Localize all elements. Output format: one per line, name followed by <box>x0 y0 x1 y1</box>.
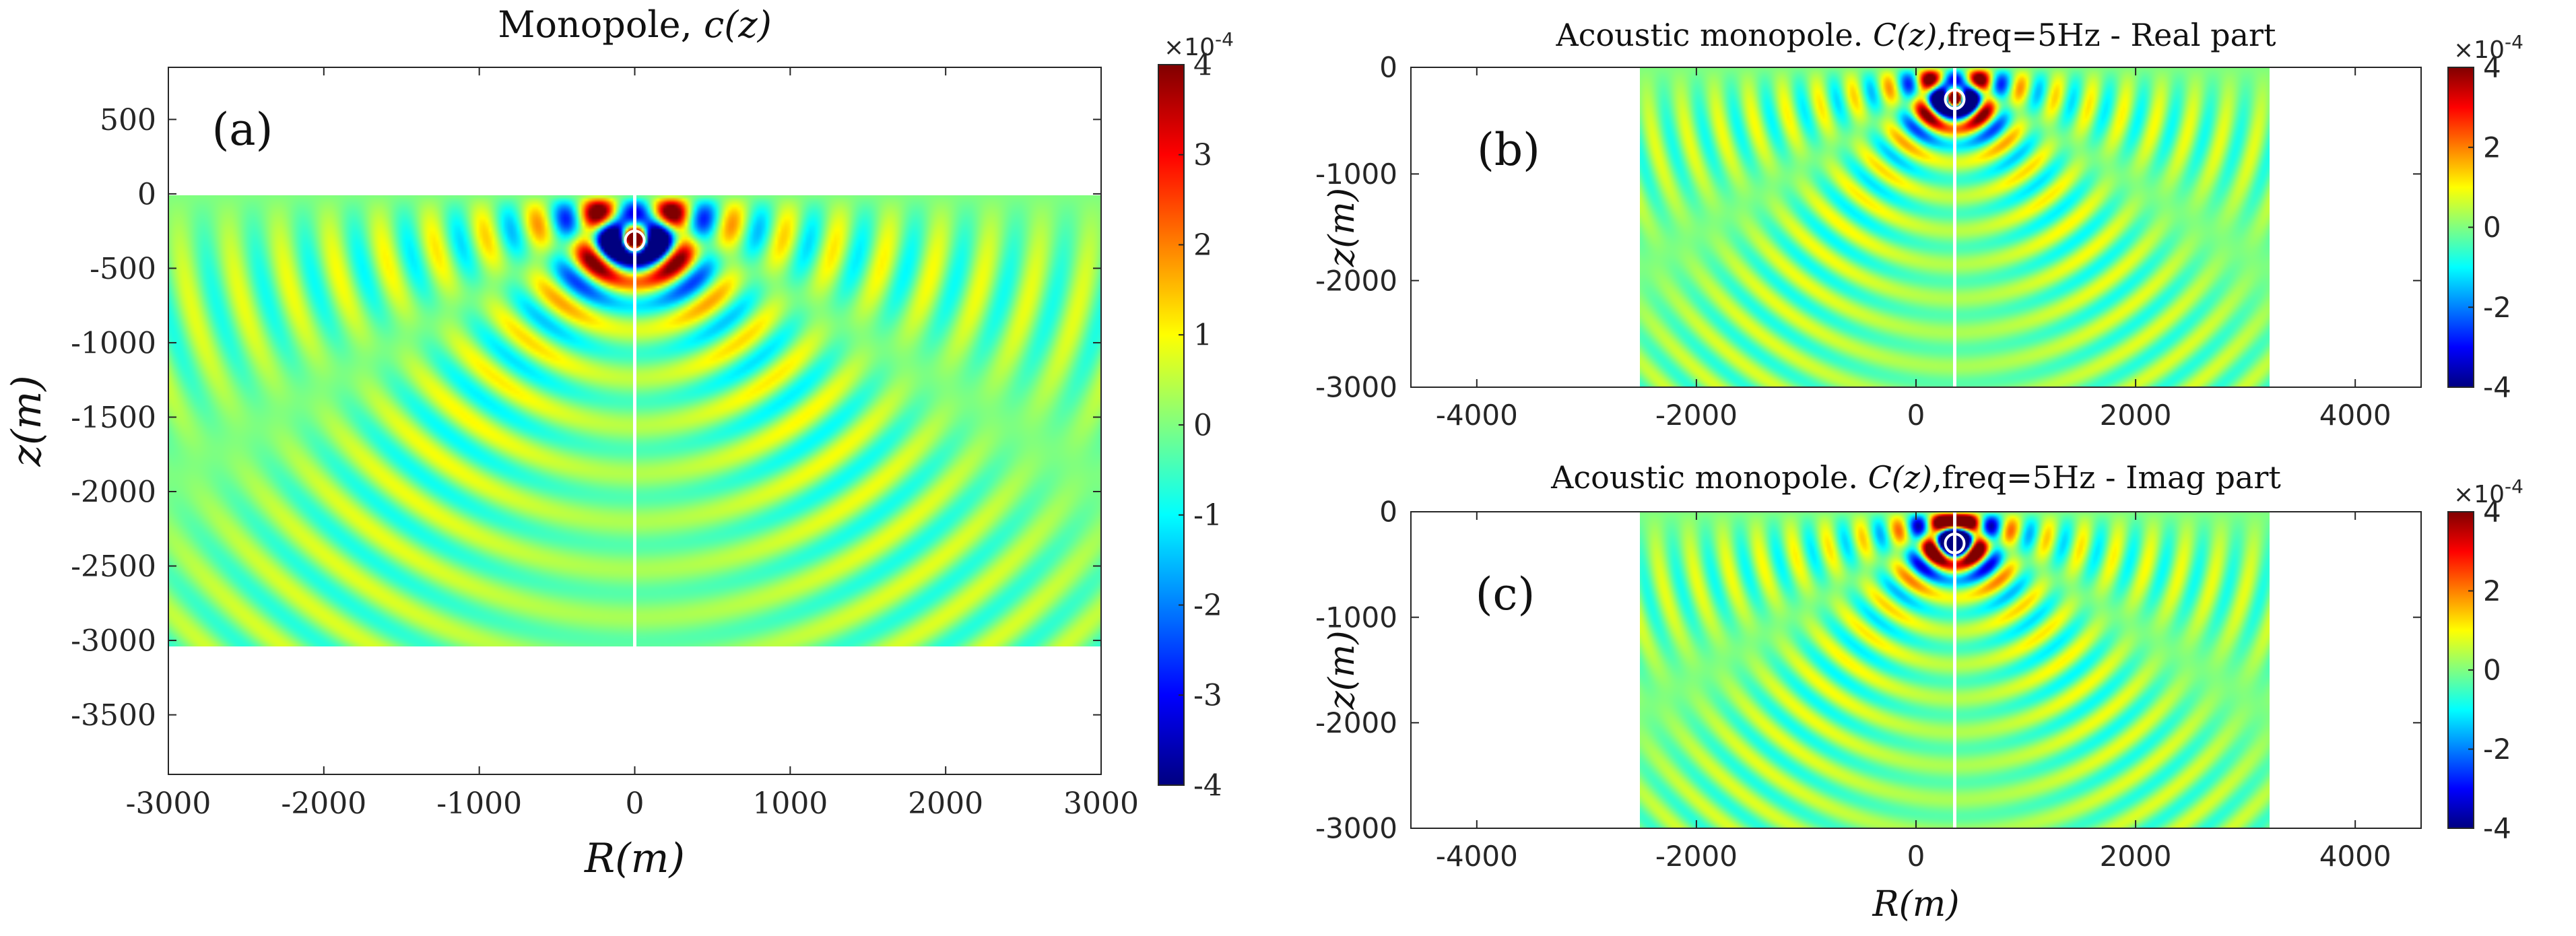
colorbar-exponent-power: -4 <box>2505 31 2523 53</box>
colorbar-tick-label: 0 <box>2483 654 2501 687</box>
title-suffix: ,freq=5Hz - Imag part <box>1932 459 2281 496</box>
x-tick-label: -3000 <box>126 787 211 821</box>
y-tick-label: -1000 <box>1315 158 1397 191</box>
colorbar-tick-label: 0 <box>1193 408 1212 442</box>
y-tick-label: -1500 <box>71 401 156 435</box>
x-tick-label: -2000 <box>1655 840 1738 873</box>
x-axis-label: R(m) <box>584 835 685 882</box>
x-tick-label: -4000 <box>1436 399 1518 432</box>
y-tick-label: 0 <box>1379 51 1397 84</box>
y-tick-label: -2500 <box>71 549 156 584</box>
colorbar-tick-label: 4 <box>2483 496 2501 529</box>
x-tick-label: 4000 <box>2319 840 2391 873</box>
colorbar-tick-label: 4 <box>2483 51 2501 84</box>
y-tick-label: -2000 <box>1315 264 1397 297</box>
y-tick-label: -1000 <box>71 326 156 360</box>
source-marker <box>1944 533 1966 554</box>
panel-a: -3000 -2000 -1000 0 1000 2000 3000 500 0 -500 -100… <box>3 3 1234 882</box>
panel-label: (a) <box>212 104 273 156</box>
colorbar-exponent: ×10-4 <box>1164 28 1234 61</box>
y-tick-label: -2000 <box>71 475 156 509</box>
panel-label: (b) <box>1477 124 1540 176</box>
title-suffix: ,freq=5Hz - Real part <box>1937 17 2276 53</box>
title-prefix: Monopole, <box>498 3 704 46</box>
title-prefix: Acoustic monopole. <box>1556 17 1873 53</box>
x-tick-label: -4000 <box>1436 840 1518 873</box>
y-tick-label: -3000 <box>1315 812 1397 845</box>
colorbar-exponent-base: ×10 <box>1164 34 1215 61</box>
x-tick-label: -2000 <box>281 787 366 821</box>
colorbar-exponent-power: -4 <box>2505 475 2523 498</box>
x-tick-label: 1000 <box>752 787 828 821</box>
chart-title: Acoustic monopole. C(z),freq=5Hz - Imag … <box>1550 459 2281 496</box>
x-tick-label: 0 <box>1907 399 1925 432</box>
chart-title: Monopole, c(z) <box>498 3 772 46</box>
y-axis-label: z(m) <box>1322 188 1362 267</box>
y-tick-label: -2000 <box>1315 706 1397 739</box>
colorbar-tick-label: 0 <box>2483 211 2501 244</box>
y-tick-label: -3000 <box>1315 371 1397 404</box>
colorbar-tick-label: 2 <box>1193 228 1212 263</box>
x-tick-label: 4000 <box>2319 399 2391 432</box>
colorbar-tick-label: 2 <box>2483 131 2501 164</box>
colorbar-exponent: ×10-4 <box>2453 475 2523 508</box>
title-prefix: Acoustic monopole. <box>1550 459 1868 496</box>
colorbar-exponent-power: -4 <box>1215 28 1234 51</box>
y-tick-label: 0 <box>137 177 156 211</box>
colorbar-tick-label: 4 <box>1193 48 1212 82</box>
x-tick-label: 2000 <box>2100 840 2172 873</box>
colorbar-tick-label: -1 <box>1193 498 1222 533</box>
colorbar-tick-label: -4 <box>1193 768 1222 803</box>
y-tick-label: -500 <box>90 252 156 286</box>
x-tick-label: -1000 <box>436 787 522 821</box>
panel-label: (c) <box>1476 568 1535 620</box>
chart-title: Acoustic monopole. C(z),freq=5Hz - Real … <box>1556 17 2277 53</box>
colorbar-exponent-base: ×10 <box>2453 481 2505 508</box>
y-tick-label: 0 <box>1379 496 1397 529</box>
x-tick-label: 2000 <box>908 787 983 821</box>
x-tick-label: 3000 <box>1063 787 1139 821</box>
y-axis-label: z(m) <box>3 375 51 467</box>
panel-c: -4000 -2000 0 2000 4000 0 -1000 -2000 -3000 Acous… <box>1315 459 2523 925</box>
y-tick-label: 500 <box>100 103 156 137</box>
colorbar-tick-label: -2 <box>2483 291 2511 324</box>
y-tick-label: -1000 <box>1315 601 1397 634</box>
colorbar-exponent: ×10-4 <box>2453 31 2523 64</box>
title-math: c(z) <box>704 3 772 46</box>
x-tick-label: 0 <box>1907 840 1925 873</box>
title-math: C(z) <box>1868 459 1932 496</box>
x-tick-label: 0 <box>626 787 645 821</box>
colorbar-exponent-base: ×10 <box>2453 36 2505 64</box>
panel-b: -4000 -2000 0 2000 4000 0 -1000 -2000 -3000 Acous… <box>1315 17 2523 432</box>
colorbar-tick-label: -4 <box>2483 812 2511 845</box>
colorbar-tick-label: 1 <box>1193 319 1212 353</box>
x-axis-label: R(m) <box>1872 884 1959 925</box>
x-tick-label: 2000 <box>2100 399 2172 432</box>
colorbar-tick-label: -2 <box>2483 733 2511 766</box>
colorbar-tick-label: 2 <box>2483 574 2501 607</box>
source-marker <box>1944 88 1966 110</box>
x-tick-label: -2000 <box>1655 399 1738 432</box>
colorbar-tick-label: -2 <box>1193 589 1222 623</box>
source-marker <box>624 230 646 251</box>
y-tick-label: -3000 <box>71 624 156 658</box>
colorbar-tick-label: -3 <box>1193 679 1222 713</box>
title-math: C(z) <box>1873 17 1937 53</box>
y-tick-label: -3500 <box>71 698 156 733</box>
colorbar-tick-label: 3 <box>1193 138 1212 172</box>
y-axis-label: z(m) <box>1322 630 1362 710</box>
colorbar-tick-label: -4 <box>2483 371 2511 404</box>
